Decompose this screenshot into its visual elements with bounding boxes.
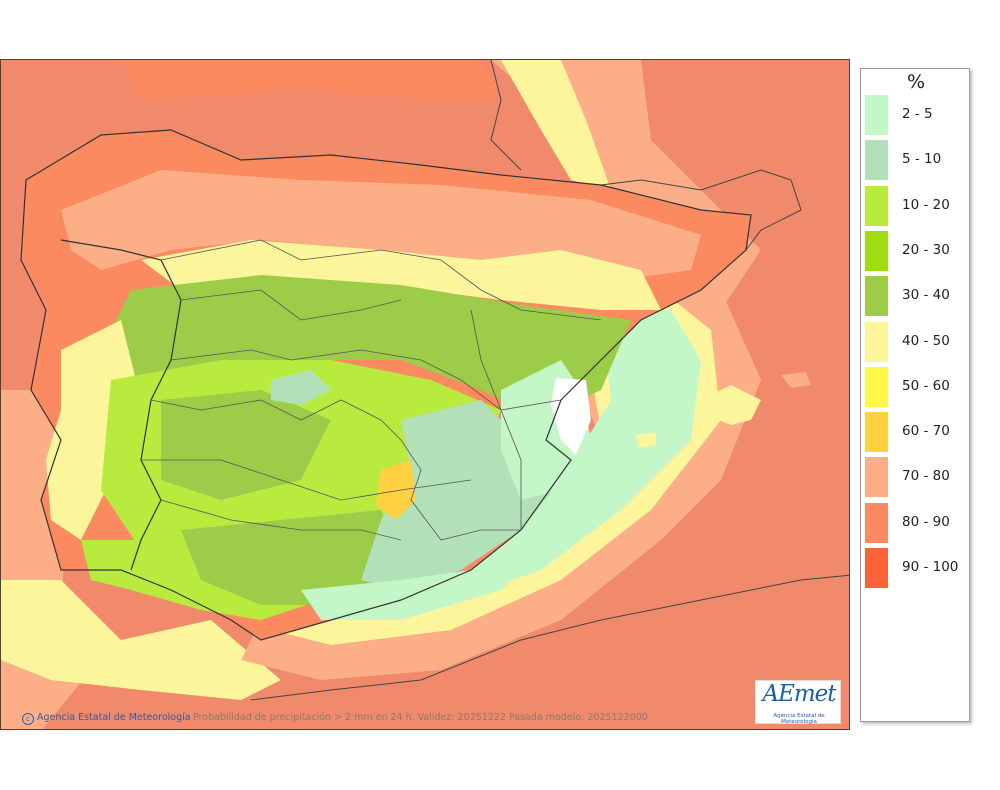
legend-label: 50 - 60 bbox=[902, 377, 950, 394]
map-caption: Probabilidad de precipitación > 2 mm en … bbox=[193, 712, 648, 723]
credit-line: c Agencia Estatal de Meteorología bbox=[22, 712, 191, 725]
zone-north-40 bbox=[141, 240, 661, 310]
legend-label: 2 - 5 bbox=[902, 106, 933, 122]
legend-swatch bbox=[865, 140, 888, 181]
zone-west-40 bbox=[46, 320, 141, 540]
legend-label: 30 - 40 bbox=[902, 287, 950, 304]
balearic-ibiza bbox=[636, 432, 656, 448]
legend-item: 30 - 40 bbox=[865, 276, 969, 317]
legend-swatch bbox=[865, 95, 888, 135]
sea-yellow-streak bbox=[501, 60, 611, 190]
legend-panel: % 2 - 5 5 - 10 10 - 20 20 - 30 30 - 40 40 - 5… bbox=[860, 68, 970, 722]
legend-item: 10 - 20 bbox=[865, 185, 969, 226]
zone-interior-30 bbox=[101, 275, 631, 420]
legend-label: 70 - 80 bbox=[902, 468, 950, 485]
legend-swatch bbox=[865, 548, 888, 588]
legend-label: 20 - 30 bbox=[902, 241, 950, 258]
legend-unit: % bbox=[906, 71, 926, 93]
legend-swatch bbox=[865, 502, 888, 543]
legend-swatch bbox=[865, 321, 888, 362]
map-canvas bbox=[1, 60, 849, 729]
zone-valencia-dry bbox=[551, 378, 591, 455]
regional-borders bbox=[141, 239, 602, 541]
portugal-border bbox=[60, 239, 182, 571]
legend-swatch bbox=[865, 366, 888, 407]
legend-item: 50 - 60 bbox=[865, 366, 969, 407]
legend-item: 70 - 80 bbox=[865, 457, 969, 498]
legend-item: 2 - 5 bbox=[865, 95, 969, 135]
zone-sierra-50 bbox=[376, 460, 416, 520]
logo-subtitle: Agencia Estatal de Meteorología bbox=[773, 713, 825, 725]
legend-item: 60 - 70 bbox=[865, 412, 969, 453]
legend-swatch bbox=[865, 412, 888, 453]
copyright-icon: c bbox=[22, 713, 34, 725]
legend-label: 40 - 50 bbox=[902, 332, 950, 349]
sea-med-yellow bbox=[271, 290, 721, 645]
france-coast bbox=[490, 60, 802, 251]
zone-southcoast-5 bbox=[301, 530, 561, 620]
legend-label: 80 - 90 bbox=[902, 513, 950, 530]
zone-madrid-5 bbox=[271, 370, 331, 405]
legend-item: 5 - 10 bbox=[865, 140, 969, 181]
balearic-menorca bbox=[781, 372, 811, 388]
north-africa bbox=[251, 575, 849, 729]
north-africa-coast bbox=[250, 574, 849, 701]
probability-map[interactable] bbox=[0, 59, 850, 730]
aemet-logo: AEmet Agencia Estatal de Meteorología bbox=[755, 680, 841, 725]
sea-north-band bbox=[121, 60, 501, 100]
legend-swatch bbox=[865, 457, 888, 498]
legend-item: 90 - 100 bbox=[865, 548, 969, 588]
credit-text: Agencia Estatal de Meteorología bbox=[37, 712, 191, 723]
logo-wordmark: AEmet bbox=[762, 681, 836, 707]
legend-label: 60 - 70 bbox=[902, 423, 950, 440]
legend-swatch bbox=[865, 185, 888, 226]
legend-label: 10 - 20 bbox=[902, 196, 950, 213]
zone-andalusia-30 bbox=[181, 510, 401, 605]
iberia-outline bbox=[20, 129, 752, 641]
legend-item: 20 - 30 bbox=[865, 230, 969, 271]
legend-label: 5 - 10 bbox=[902, 151, 942, 168]
legend-label: 90 - 100 bbox=[902, 559, 959, 575]
legend-item: 80 - 90 bbox=[865, 502, 969, 543]
legend-swatch bbox=[865, 230, 888, 271]
sea-gulf-cadiz-band bbox=[1, 580, 281, 700]
legend-swatch bbox=[865, 276, 888, 317]
balearic-mallorca bbox=[701, 385, 761, 425]
zone-central-30 bbox=[161, 390, 331, 500]
legend-item: 40 - 50 bbox=[865, 321, 969, 362]
